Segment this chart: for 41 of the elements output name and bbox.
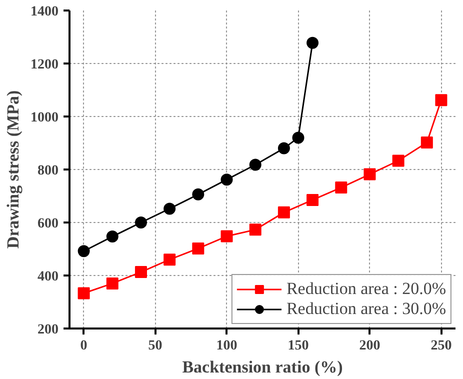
y-tick-label: 1000: [30, 110, 58, 126]
point: [220, 174, 233, 186]
x-axis-title: Backtension ratio (%): [182, 358, 343, 376]
point: [249, 224, 262, 236]
point: [192, 188, 204, 200]
point: [106, 230, 118, 243]
y-tick-label: 600: [38, 216, 58, 232]
point: [220, 230, 233, 242]
point: [420, 136, 433, 148]
point: [292, 132, 304, 144]
point: [249, 158, 262, 171]
point: [278, 142, 290, 154]
point: [306, 194, 319, 206]
point: [78, 245, 90, 258]
legend-label: Reduction area : 20.0%: [286, 279, 446, 299]
x-tick-label: 0: [80, 338, 88, 354]
x-tick-label: 50: [148, 338, 162, 354]
point: [164, 254, 176, 266]
y-tick-label: 200: [38, 322, 58, 338]
point: [164, 202, 176, 215]
x-tick-label: 100: [216, 338, 238, 354]
point: [106, 277, 118, 290]
point: [134, 216, 147, 228]
point: [78, 287, 90, 300]
y-axis-title: Drawing stress (MPa): [4, 90, 22, 249]
point: [435, 94, 448, 106]
point: [306, 36, 319, 49]
x-tick-label: 150: [288, 338, 309, 354]
x-tick-label: 200: [359, 338, 380, 354]
y-tick-label: 400: [38, 270, 58, 284]
point: [335, 182, 348, 194]
point: [364, 168, 376, 180]
point: [278, 206, 290, 218]
x-tick-label: 250: [430, 338, 452, 354]
point: [192, 242, 204, 254]
y-tick-label: 800: [38, 164, 58, 178]
y-tick-label: 1400: [30, 4, 58, 20]
legend-label: Reduction area : 30.0%: [286, 299, 446, 319]
point: [392, 154, 404, 167]
point: [134, 266, 147, 278]
y-tick-label: 1200: [30, 58, 58, 72]
